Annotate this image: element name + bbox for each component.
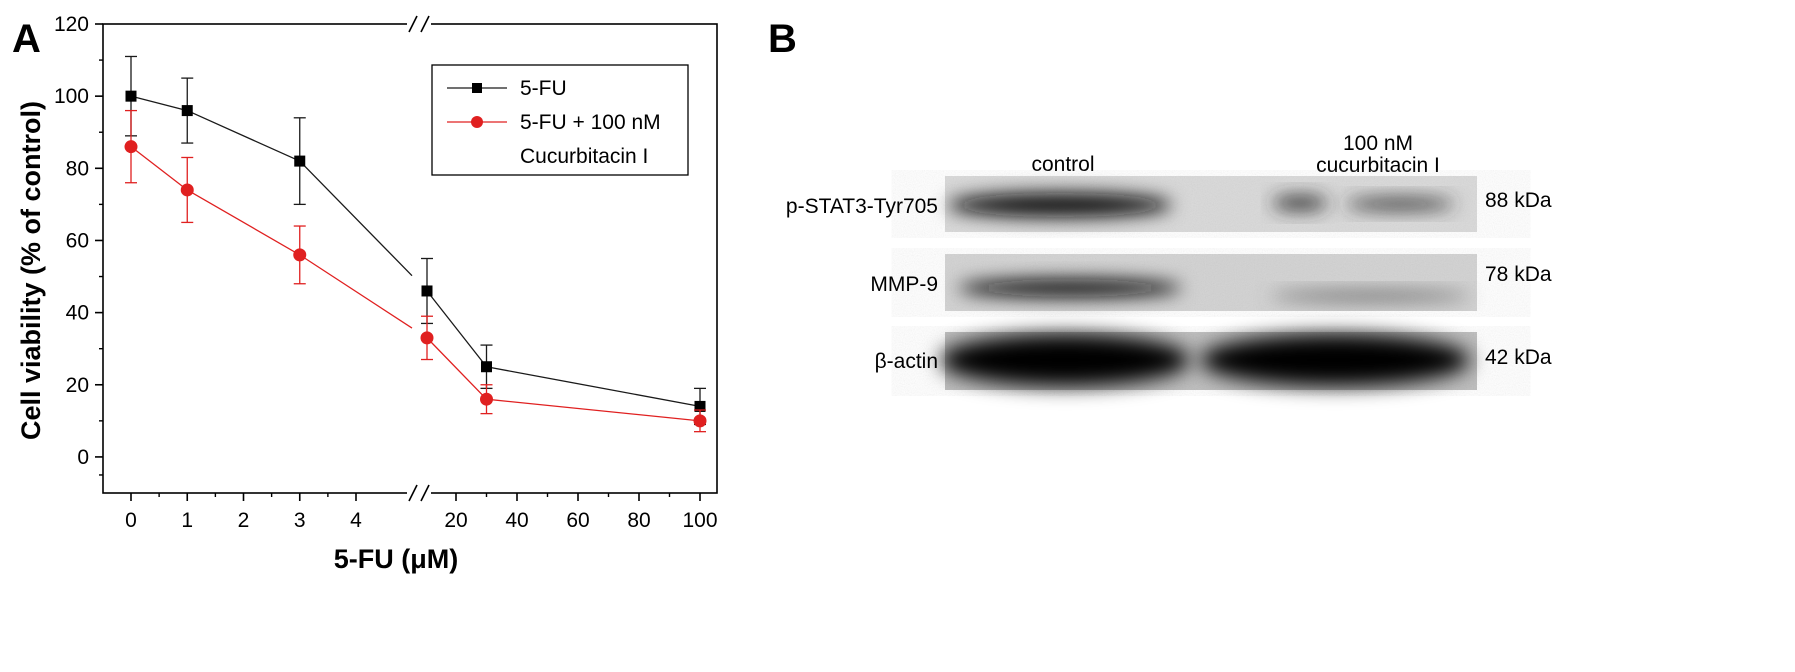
axis-break-mark xyxy=(420,484,430,502)
blot-strip-bactin xyxy=(940,332,1477,390)
x-tick-label: 4 xyxy=(350,509,362,532)
y-tick-label: 80 xyxy=(66,157,89,180)
data-point xyxy=(125,90,137,102)
axis-break-mark xyxy=(420,15,430,33)
series-line-segment xyxy=(299,160,413,277)
y-tick-label: 120 xyxy=(54,13,89,36)
series-line-segment xyxy=(130,95,188,112)
series-line-segment xyxy=(186,189,301,256)
band-bactin-treated xyxy=(1200,334,1470,386)
band-pstat3-treated-a xyxy=(1272,196,1328,210)
blot-strip-mmp9 xyxy=(945,254,1477,311)
data-point xyxy=(694,400,706,412)
lane-label-cucurbitacin-1: 100 nM xyxy=(1343,132,1413,155)
blot-strip-pstat3 xyxy=(945,176,1477,232)
data-point xyxy=(421,285,433,297)
y-tick-label: 40 xyxy=(66,302,89,325)
series-line-segment xyxy=(486,398,701,422)
series-layer xyxy=(124,55,707,433)
x-tick-label: 40 xyxy=(505,509,528,532)
axis-break-gap xyxy=(407,487,431,499)
legend-label-combo-line2: Cucurbitacin I xyxy=(520,145,648,168)
protein-label-bactin: β-actin xyxy=(875,350,938,373)
data-point xyxy=(481,361,492,373)
series-line-segment xyxy=(299,254,413,329)
band-pstat3-control xyxy=(948,193,1172,217)
x-tick-label: 3 xyxy=(294,509,306,532)
data-point xyxy=(480,392,493,406)
protein-label-pstat3: p-STAT3-Tyr705 xyxy=(786,195,938,218)
data-point xyxy=(693,414,707,428)
band-mmp9-control xyxy=(958,279,1182,297)
legend-label-5fu: 5-FU xyxy=(520,77,567,100)
x-tick-label: 0 xyxy=(125,509,137,532)
y-axis-title: Cell viability (% of control) xyxy=(16,101,46,440)
data-point xyxy=(124,140,138,154)
panel-a-letter: A xyxy=(12,17,41,61)
axis-break-mark xyxy=(408,15,418,33)
x-tick-label: 1 xyxy=(181,509,193,532)
size-label-42: 42 kDa xyxy=(1485,346,1552,369)
series-line-segment xyxy=(130,146,188,191)
x-tick-label: 20 xyxy=(444,509,467,532)
band-bactin-control xyxy=(940,334,1190,386)
data-point xyxy=(181,105,193,117)
y-tick-label: 100 xyxy=(54,85,89,108)
axis-break-mark xyxy=(408,484,418,502)
y-tick-label: 0 xyxy=(77,446,89,469)
x-axis-title: 5-FU (μM) xyxy=(334,544,459,574)
data-point xyxy=(293,248,307,262)
axis-break-gap xyxy=(407,18,431,30)
protein-label-mmp9: MMP-9 xyxy=(870,273,938,296)
x-tick-label: 60 xyxy=(566,509,589,532)
legend-marker-combo xyxy=(471,116,483,128)
panel-a-chart: 0 20 40 60 80 100 120 0 1 2 3 4 20 40 60 80 100 Cell vi… xyxy=(16,13,718,574)
legend-label-combo: 5-FU + 100 nM xyxy=(520,111,661,134)
chart-legend: 5-FU 5-FU + 100 nM Cucurbitacin I xyxy=(431,64,689,176)
size-label-78: 78 kDa xyxy=(1485,263,1552,286)
series-line-segment xyxy=(186,109,301,162)
size-label-88: 88 kDa xyxy=(1485,189,1552,212)
band-pstat3-treated-b xyxy=(1345,198,1455,210)
series-line-segment xyxy=(426,337,487,400)
data-point xyxy=(294,155,306,167)
legend-marker-5fu xyxy=(472,83,482,93)
x-tick-label: 2 xyxy=(238,509,250,532)
data-point xyxy=(420,331,434,345)
series-line-segment xyxy=(486,366,701,408)
band-mmp9-treated xyxy=(1270,291,1470,301)
series-combo xyxy=(124,109,707,433)
x-tick-label: 100 xyxy=(682,509,717,532)
panel-b-letter: B xyxy=(768,17,797,61)
y-axis-ticks: 0 20 40 60 80 100 120 xyxy=(54,13,103,476)
lane-label-cucurbitacin-2: cucurbitacin I xyxy=(1316,154,1440,177)
series-5fu xyxy=(125,55,706,426)
y-tick-label: 20 xyxy=(66,374,89,397)
data-point xyxy=(180,183,194,197)
lane-label-control: control xyxy=(1031,153,1094,176)
y-tick-label: 60 xyxy=(66,229,89,252)
panel-b-western-blot: control 100 nM cucurbitacin I p-STAT3-Ty… xyxy=(786,132,1552,390)
x-tick-label: 80 xyxy=(627,509,650,532)
axis-breaks xyxy=(407,15,431,502)
series-line-segment xyxy=(426,290,488,368)
x-axis-ticks: 0 1 2 3 4 20 40 60 80 100 xyxy=(125,493,718,532)
